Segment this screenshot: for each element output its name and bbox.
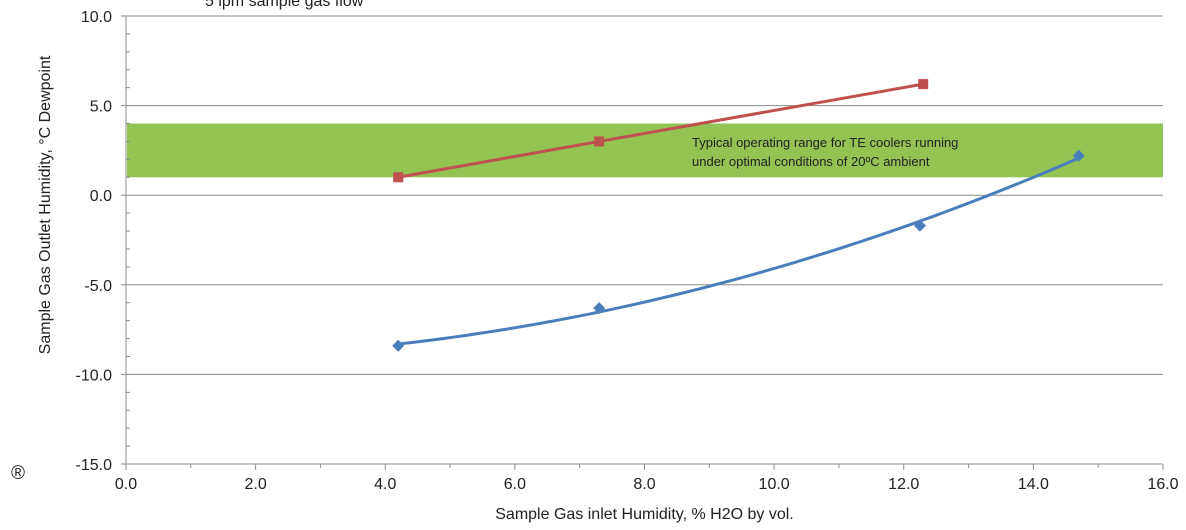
series-1-point bbox=[918, 79, 929, 90]
y-tick-label: -10.0 bbox=[76, 367, 113, 384]
series-2-point bbox=[1072, 149, 1085, 162]
x-tick-label: 4.0 bbox=[374, 476, 396, 493]
x-tick-label: 0.0 bbox=[115, 476, 137, 493]
x-tick-label: 14.0 bbox=[1018, 476, 1049, 493]
x-tick-label: 2.0 bbox=[245, 476, 267, 493]
series-2-line bbox=[398, 156, 1080, 346]
x-tick-label: 10.0 bbox=[759, 476, 790, 493]
y-tick-label: 5.0 bbox=[90, 99, 112, 116]
x-axis-title: Sample Gas inlet Humidity, % H2O by vol. bbox=[495, 506, 793, 523]
series-1-point bbox=[594, 136, 605, 147]
y-tick-label: 0.0 bbox=[90, 188, 112, 205]
band-annotation-line: under optimal conditions of 20ºC ambient bbox=[692, 154, 930, 169]
series-2-point bbox=[392, 339, 405, 352]
operating-range-band bbox=[127, 123, 1163, 178]
y-tick-label: 10.0 bbox=[81, 9, 112, 26]
series-2-point bbox=[593, 302, 606, 315]
y-tick-label: -5.0 bbox=[84, 278, 112, 295]
series-1-point bbox=[393, 172, 404, 183]
x-tick-label: 6.0 bbox=[504, 476, 526, 493]
series-2-point bbox=[913, 219, 926, 232]
x-tick-label: 16.0 bbox=[1147, 476, 1178, 493]
chart-title: 5 lpm sample gas flow bbox=[205, 0, 364, 10]
registered-mark: ® bbox=[11, 463, 25, 484]
y-tick-label: -15.0 bbox=[76, 457, 113, 474]
y-axis-title: Sample Gas Outlet Humidity, °C Dewpoint bbox=[37, 55, 54, 354]
band-annotation-line: Typical operating range for TE coolers r… bbox=[692, 135, 958, 150]
x-tick-label: 12.0 bbox=[888, 476, 919, 493]
x-tick-label: 8.0 bbox=[633, 476, 655, 493]
